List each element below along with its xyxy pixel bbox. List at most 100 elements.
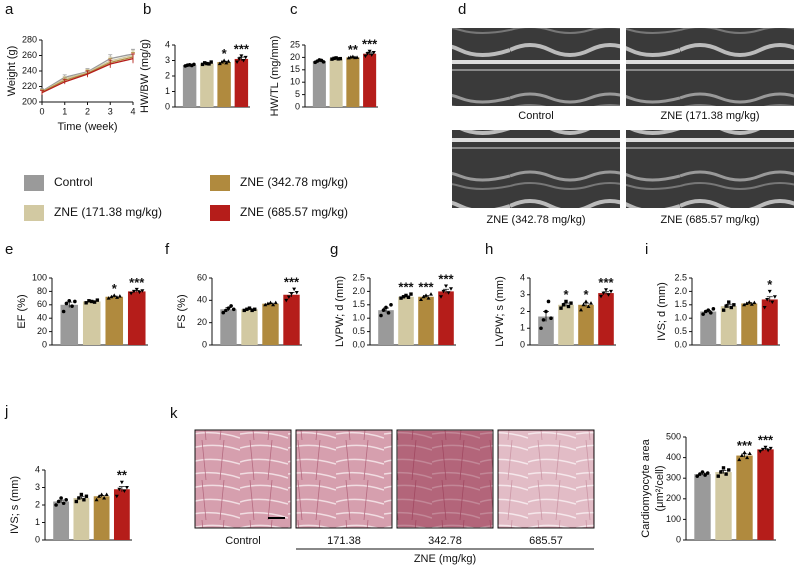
data-point bbox=[581, 302, 586, 307]
data-point bbox=[439, 295, 444, 299]
panel-letter: g bbox=[330, 241, 338, 258]
y-tick-label: 100 bbox=[32, 272, 47, 282]
bar bbox=[283, 294, 300, 345]
panel-letter: e bbox=[5, 241, 13, 258]
data-point bbox=[386, 311, 391, 315]
echo-label: ZNE (685.57 mg/kg) bbox=[660, 214, 759, 226]
panel-letter: f bbox=[165, 241, 170, 258]
bar bbox=[73, 498, 90, 540]
data-point bbox=[200, 62, 205, 67]
bar bbox=[438, 291, 454, 345]
echo-image bbox=[452, 28, 620, 106]
y-tick-label: 0.0 bbox=[352, 339, 365, 349]
data-point bbox=[94, 497, 99, 502]
data-point bbox=[207, 62, 211, 66]
data-point bbox=[371, 50, 376, 55]
data-point bbox=[336, 57, 340, 61]
error-bar bbox=[725, 303, 732, 309]
data-point bbox=[97, 494, 102, 498]
significance: * bbox=[563, 287, 569, 302]
histology-label: 342.78 bbox=[428, 535, 462, 547]
y-tick-label: 200 bbox=[22, 96, 37, 106]
significance: *** bbox=[758, 433, 774, 448]
data-point bbox=[73, 299, 77, 304]
bar bbox=[538, 316, 554, 345]
data-point bbox=[90, 299, 94, 304]
data-point bbox=[209, 60, 213, 64]
y-axis-label: EF (%) bbox=[16, 294, 28, 328]
echo-image bbox=[626, 130, 794, 208]
data-point bbox=[729, 305, 734, 310]
data-point bbox=[448, 287, 453, 291]
y-axis-label: HW/BW (mg/g) bbox=[139, 39, 151, 113]
data-point bbox=[229, 304, 233, 308]
y-tick-label: 1.0 bbox=[674, 313, 687, 323]
y-tick-label: 0.5 bbox=[352, 326, 365, 336]
significance: *** bbox=[418, 280, 434, 295]
histology-image bbox=[194, 429, 292, 529]
y-tick-label: 240 bbox=[22, 65, 37, 75]
y-tick-label: 100 bbox=[666, 514, 681, 524]
data-point bbox=[546, 299, 551, 304]
data-point bbox=[92, 300, 97, 304]
y-tick-label: 0 bbox=[42, 339, 47, 349]
y-tick-label: 400 bbox=[666, 452, 681, 462]
panel-letter: b bbox=[143, 1, 151, 18]
data-point bbox=[421, 294, 426, 299]
data-point bbox=[203, 61, 207, 65]
error-bar bbox=[766, 296, 773, 303]
x-tick-label: 0 bbox=[39, 106, 44, 116]
significance: * bbox=[112, 281, 118, 296]
data-point bbox=[221, 310, 226, 315]
data-point bbox=[122, 489, 127, 493]
data-point bbox=[446, 291, 451, 295]
y-tick-label: 2.0 bbox=[674, 286, 687, 296]
significance: *** bbox=[737, 438, 753, 453]
bar bbox=[182, 65, 197, 107]
bar bbox=[93, 496, 110, 540]
data-point bbox=[137, 290, 142, 295]
data-point bbox=[217, 61, 222, 66]
data-point bbox=[700, 470, 705, 474]
bar bbox=[217, 62, 231, 107]
data-point bbox=[601, 291, 606, 296]
panel-letter: d bbox=[458, 1, 466, 18]
y-tick-label: 1 bbox=[35, 517, 40, 527]
data-point bbox=[334, 56, 338, 60]
data-point bbox=[569, 301, 573, 305]
significance: *** bbox=[362, 37, 378, 52]
y-tick-label: 0 bbox=[295, 101, 300, 111]
significance: ** bbox=[117, 468, 128, 483]
y-tick-label: 2 bbox=[165, 70, 170, 80]
data-point bbox=[59, 496, 63, 500]
panel-letter: h bbox=[485, 241, 493, 258]
data-point bbox=[544, 309, 548, 314]
data-point bbox=[82, 498, 86, 502]
legend-swatch bbox=[210, 205, 230, 221]
x-tick-label: 4 bbox=[130, 106, 135, 116]
data-point bbox=[724, 472, 728, 476]
legend-label: ZNE (685.57 mg/kg) bbox=[240, 205, 348, 219]
data-point bbox=[95, 298, 100, 302]
data-point bbox=[112, 293, 117, 297]
histology-images bbox=[194, 429, 595, 550]
bar bbox=[53, 501, 70, 540]
data-point bbox=[706, 308, 711, 312]
data-point bbox=[332, 56, 336, 61]
histology-label: 685.57 bbox=[529, 535, 563, 547]
data-point bbox=[355, 55, 360, 59]
data-point bbox=[247, 306, 252, 310]
data-point bbox=[350, 54, 355, 59]
data-point bbox=[424, 293, 428, 297]
legend-swatch bbox=[24, 205, 44, 221]
significance: *** bbox=[284, 275, 300, 290]
data-point bbox=[253, 307, 257, 311]
data-point bbox=[131, 289, 136, 294]
bar bbox=[241, 309, 258, 345]
data-point bbox=[67, 298, 72, 303]
y-tick-label: 1.0 bbox=[352, 313, 365, 323]
error-bar bbox=[131, 53, 135, 64]
data-point bbox=[273, 300, 278, 305]
data-point bbox=[564, 299, 568, 304]
data-point bbox=[74, 499, 79, 504]
